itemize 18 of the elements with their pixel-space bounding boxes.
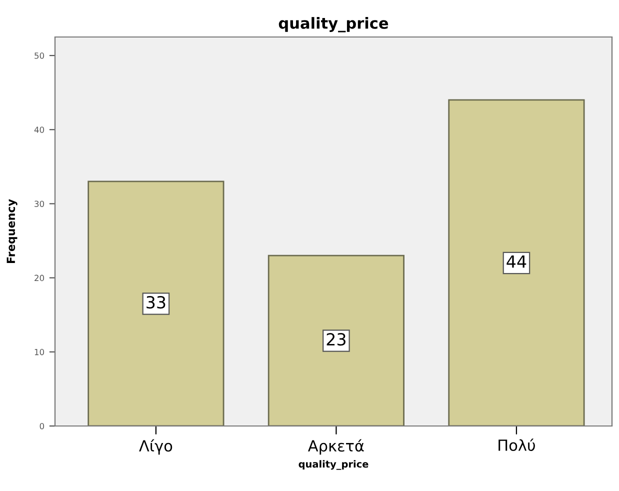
data-label: 23 bbox=[326, 333, 346, 346]
bar bbox=[268, 254, 404, 426]
data-label: 33 bbox=[146, 296, 166, 309]
x-tick-label: Λίγο bbox=[139, 439, 172, 455]
y-tick-label: 0 bbox=[40, 422, 44, 430]
y-tick-label: 40 bbox=[34, 126, 44, 133]
x-tick-label: Αρκετά bbox=[308, 439, 364, 455]
y-tick-label: 30 bbox=[34, 200, 44, 207]
y-tick-label: 50 bbox=[34, 52, 44, 59]
x-axis-title: quality_price bbox=[298, 460, 368, 470]
data-label: 44 bbox=[506, 255, 526, 268]
x-tick-label: Πολύ bbox=[498, 438, 535, 452]
bar bbox=[88, 180, 224, 426]
y-axis-title: Frequency bbox=[6, 199, 18, 263]
chart-title: quality_price bbox=[278, 17, 388, 32]
y-tick-label: 10 bbox=[34, 348, 44, 356]
y-tick-label: 20 bbox=[34, 274, 44, 282]
bar bbox=[448, 99, 585, 426]
